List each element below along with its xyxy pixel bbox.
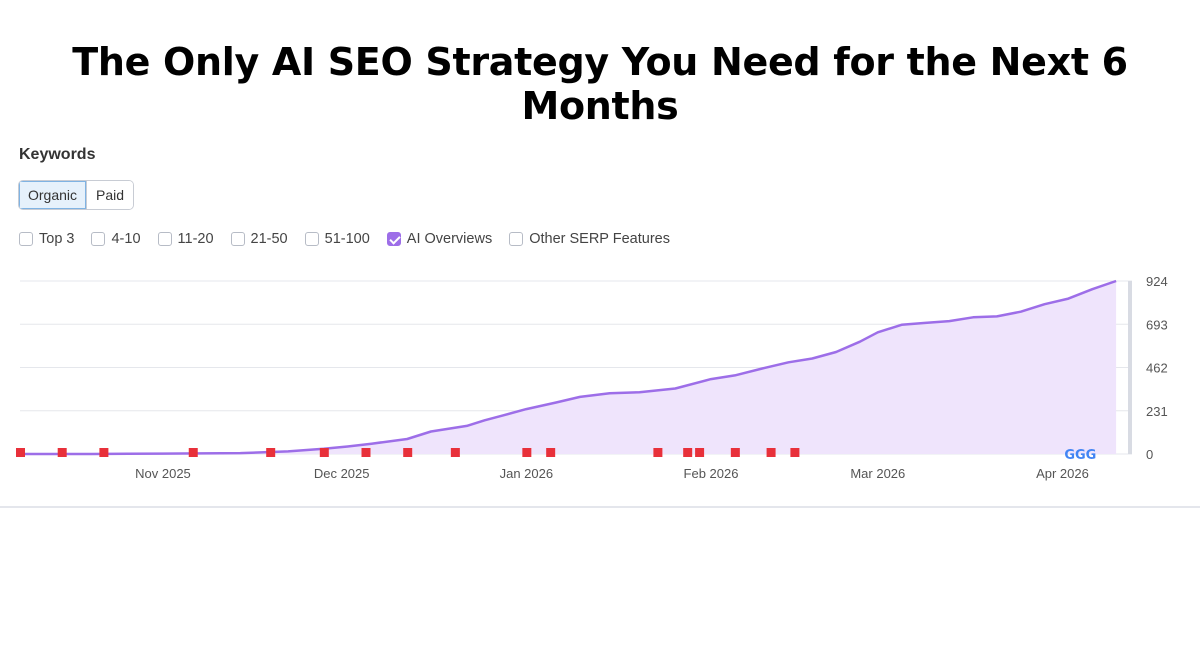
x-tick-label: Jan 2026 (500, 466, 554, 481)
chart-right-handle (1128, 281, 1132, 454)
event-flag-icon (730, 448, 740, 457)
x-tick-label: Feb 2026 (684, 466, 739, 481)
11-20-checkbox[interactable] (157, 232, 172, 246)
event-flag-icon (319, 448, 329, 457)
y-tick-label: 924 (1146, 274, 1168, 289)
event-flag-icon (450, 448, 460, 457)
organic-tab[interactable]: Organic (19, 181, 87, 209)
keywords-title: Keywords (19, 146, 96, 163)
paid-tab[interactable]: Paid (86, 181, 134, 209)
filter-ai-overviews[interactable]: AI Overviews (386, 231, 493, 247)
51-100-checkbox[interactable] (304, 232, 319, 246)
event-flag-icon (57, 448, 67, 457)
filter-4-10[interactable]: 4-10 (91, 231, 141, 247)
event-flag-icon (695, 448, 705, 457)
event-flag-icon (653, 448, 663, 457)
ai-overviews-checkbox[interactable] (386, 232, 401, 246)
x-tick-label: Nov 2025 (135, 466, 191, 481)
y-tick-label: 693 (1146, 317, 1168, 332)
y-tick-label: 231 (1146, 404, 1168, 419)
filter-label: Other SERP Features (529, 231, 670, 247)
filter-label: 51-100 (324, 231, 370, 247)
event-flag-icon (546, 448, 556, 457)
filter-label: 4-10 (111, 231, 141, 247)
event-flag-icon (683, 448, 693, 457)
top-3-checkbox[interactable] (19, 232, 33, 246)
event-flag-icon (403, 448, 413, 457)
filter-label: 21-50 (250, 231, 288, 247)
x-tick-label: Dec 2025 (314, 466, 370, 481)
series-area (20, 281, 1117, 454)
other-serp-features-checkbox[interactable] (509, 232, 524, 246)
filter-top-3[interactable]: Top 3 (19, 231, 74, 247)
filter-11-20[interactable]: 11-20 (157, 231, 214, 247)
event-flag-icon (361, 448, 371, 457)
filter-label: Top 3 (39, 231, 75, 247)
keywords-chart: 924 693 462 231 0 Nov 2025 Dec 2025 Jan 2026 Feb… (16, 274, 1168, 481)
filter-label: AI Overviews (406, 231, 493, 247)
event-flag-icon (266, 448, 276, 457)
event-flag-icon (790, 448, 800, 457)
filter-21-50[interactable]: 21-50 (230, 231, 288, 247)
event-flag-icon (99, 448, 109, 457)
x-tick-label: Mar 2026 (850, 466, 905, 481)
page-headline: The Only AI SEO Strategy You Need for th… (72, 40, 1128, 128)
y-tick-label: 462 (1146, 361, 1168, 376)
filter-other-serp-features[interactable]: Other SERP Features (509, 231, 670, 247)
position-filters: Top 3 4-10 11-20 21-50 51-100 AI Overvie… (19, 231, 687, 247)
filter-51-100[interactable]: 51-100 (304, 231, 370, 247)
series-line (20, 279, 1117, 456)
event-flag-icon (522, 448, 532, 457)
4-10-checkbox[interactable] (91, 232, 106, 246)
x-tick-label: Apr 2026 (1036, 466, 1089, 481)
organic-paid-toggle: Organic Paid (18, 180, 135, 210)
event-flag-icon (766, 448, 776, 457)
event-flag-icon (188, 448, 198, 457)
filter-label: 11-20 (177, 231, 214, 247)
google-update-icon: GGG (1064, 448, 1096, 463)
event-flag-icon (16, 448, 25, 457)
y-tick-label: 0 (1146, 447, 1153, 462)
21-50-checkbox[interactable] (230, 232, 245, 246)
